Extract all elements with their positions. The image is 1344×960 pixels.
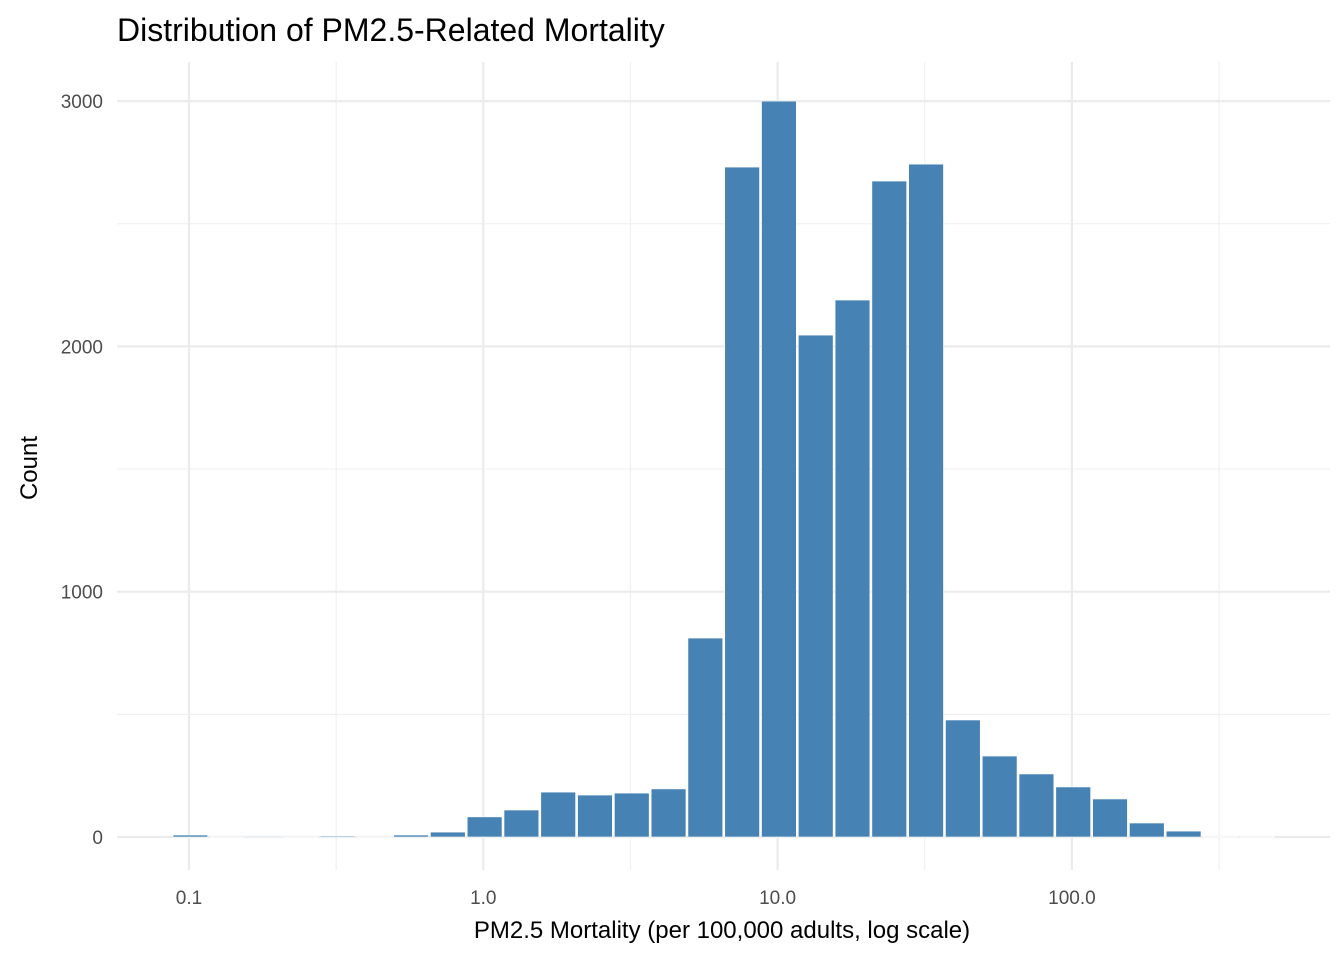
histogram-bar	[981, 755, 1018, 838]
histogram-bar	[246, 835, 282, 838]
histogram-bar	[319, 835, 356, 838]
y-tick-label: 3000	[61, 92, 103, 113]
x-tick-label: 100.0	[1048, 888, 1096, 909]
y-tick-label: 2000	[61, 337, 103, 358]
histogram-bar	[687, 637, 724, 838]
histogram-bar	[1018, 773, 1055, 838]
histogram-bar	[724, 166, 760, 838]
histogram-bar	[1239, 836, 1275, 838]
bars	[172, 100, 1275, 838]
histogram-bar	[1092, 798, 1128, 838]
y-tick-label: 1000	[61, 583, 103, 604]
histogram-bar	[1165, 830, 1202, 838]
histogram-bar	[834, 299, 871, 838]
histogram-bar	[466, 816, 503, 838]
histogram-bar	[503, 809, 540, 838]
histogram-bar	[393, 834, 429, 838]
histogram-bar	[1055, 786, 1091, 838]
x-tick-label: 0.1	[176, 888, 202, 909]
histogram-bar	[430, 831, 466, 838]
histogram-bar	[650, 788, 687, 838]
histogram-bar	[945, 719, 981, 838]
histogram-bar	[540, 791, 576, 838]
grid	[117, 62, 1330, 870]
histogram-bar	[761, 100, 797, 838]
histogram-bar	[577, 794, 613, 838]
x-tick-label: 1.0	[470, 888, 496, 909]
chart-title: Distribution of PM2.5-Related Mortality	[117, 12, 665, 48]
x-tick-labels: 0.1 1.0 10.0 100.0	[176, 888, 1096, 909]
histogram-bar	[209, 836, 245, 838]
histogram-bar	[172, 834, 209, 838]
histogram-bar	[871, 180, 907, 838]
histogram-bar	[614, 792, 650, 838]
histogram-bar	[798, 334, 834, 838]
histogram-bar	[908, 163, 944, 838]
histogram-bar	[356, 836, 392, 838]
y-tick-label: 0	[92, 828, 103, 849]
y-axis-label: Count	[16, 436, 43, 500]
histogram-bar	[1202, 836, 1239, 838]
histogram-bar	[282, 836, 319, 838]
histogram-bar	[1129, 822, 1165, 838]
x-axis-label: PM2.5 Mortality (per 100,000 adults, log…	[474, 917, 970, 944]
x-tick-label: 10.0	[759, 888, 796, 909]
y-tick-labels: 0 1000 2000 3000	[61, 92, 103, 849]
